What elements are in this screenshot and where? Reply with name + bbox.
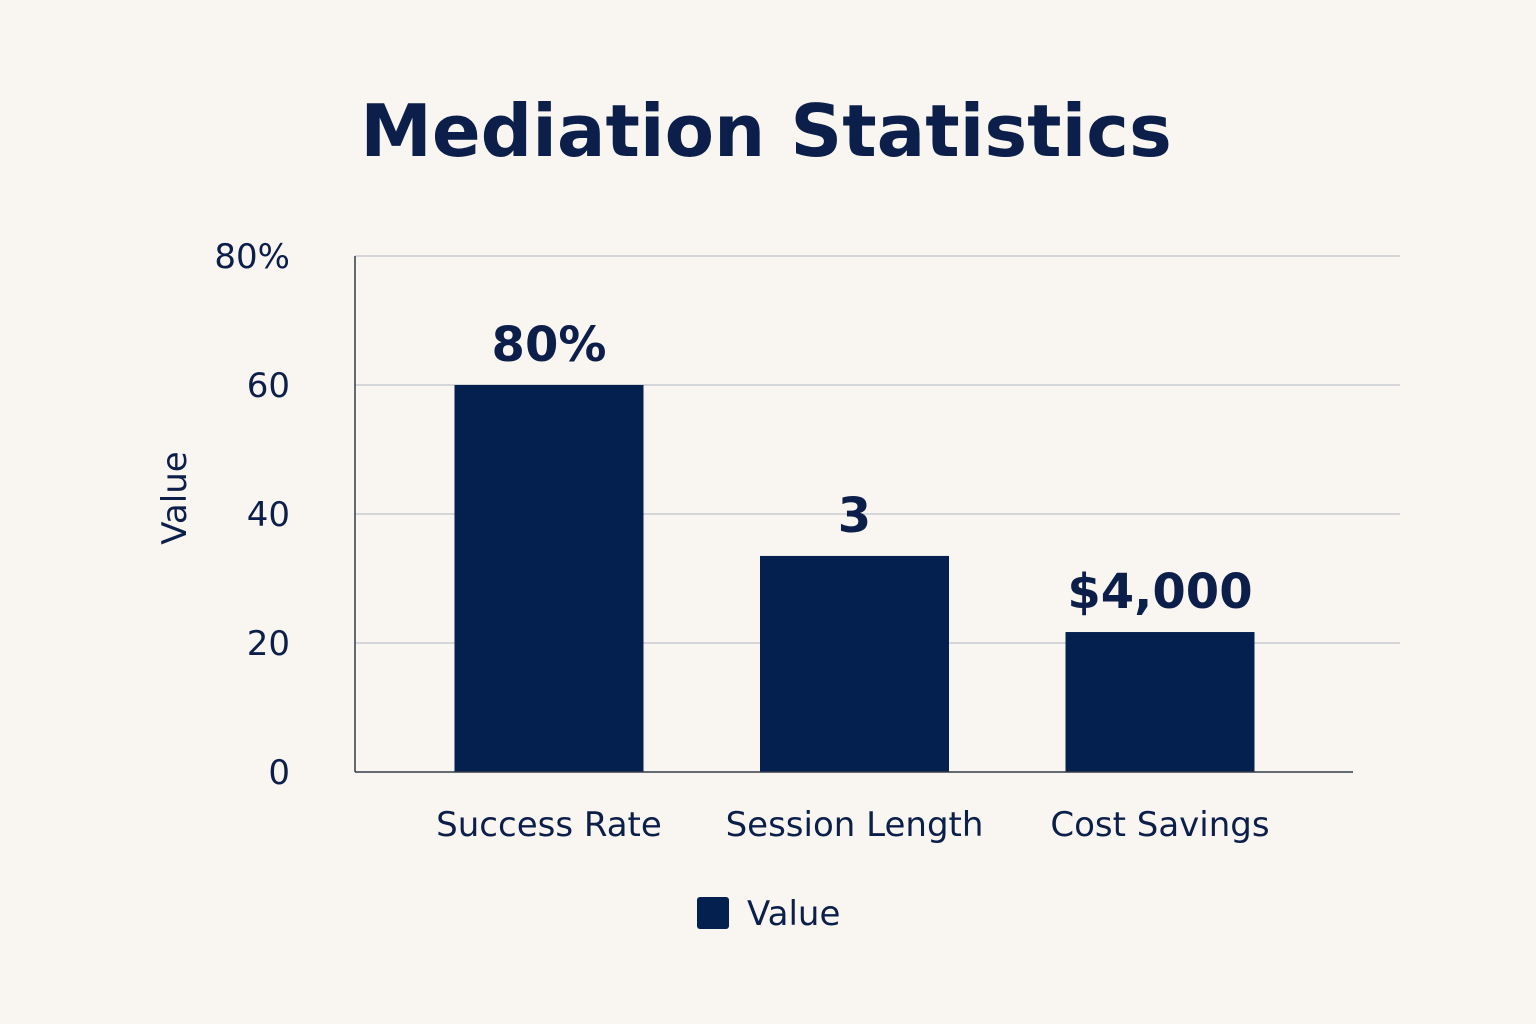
x-category-label: Cost Savings <box>1050 805 1269 845</box>
bar <box>760 555 949 772</box>
axes <box>354 256 1353 773</box>
bar <box>454 385 644 772</box>
y-tick-label: 0 <box>268 753 290 793</box>
y-axis-label: Value <box>155 451 195 544</box>
data-labels: 80% 3 $4,000 <box>492 317 1253 620</box>
chart-title: Mediation Statistics <box>360 89 1172 173</box>
x-category-label: Session Length <box>726 805 984 845</box>
data-label: $4,000 <box>1067 564 1252 620</box>
y-tick-label: 40 <box>247 495 290 535</box>
y-tick-labels: 0 20 40 60 80% <box>214 237 290 793</box>
x-category-label: Success Rate <box>436 805 662 845</box>
data-label: 3 <box>838 488 871 544</box>
x-category-labels: Success Rate Session Length Cost Savings <box>436 805 1269 845</box>
legend-label: Value <box>747 894 840 934</box>
bars <box>454 385 1255 772</box>
legend-swatch <box>697 897 729 929</box>
y-tick-label: 20 <box>247 624 290 664</box>
y-tick-label: 80% <box>214 237 290 277</box>
y-tick-label: 60 <box>247 366 290 406</box>
legend: Value <box>697 894 840 934</box>
bar <box>1065 632 1255 772</box>
data-label: 80% <box>492 317 607 373</box>
